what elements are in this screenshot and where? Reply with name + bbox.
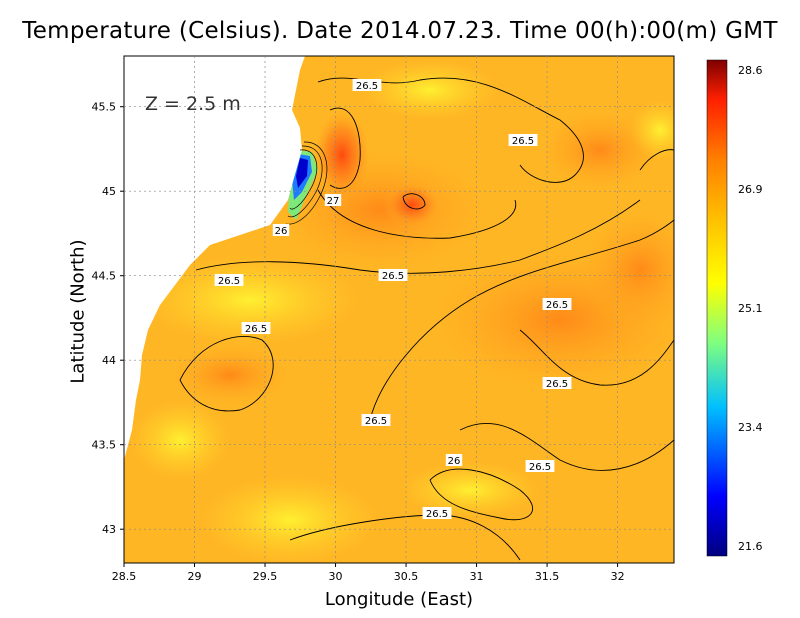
x-tick-label: 30 [329, 570, 343, 583]
contour-label-bg [361, 414, 391, 426]
land-mass [124, 56, 305, 460]
cool-patch [630, 100, 674, 160]
cool-patch [400, 462, 540, 518]
contour-label-bg [324, 194, 342, 206]
x-tick-label: 29.5 [253, 570, 278, 583]
contour-lines [179, 77, 674, 561]
contour-label: 26 [275, 226, 288, 237]
contour-label-bg [542, 377, 572, 389]
depth-annotation: Z = 2.5 m [145, 93, 241, 115]
x-tick-label: 32 [611, 570, 625, 583]
colorbar [706, 59, 728, 557]
contour-label-bg [214, 274, 244, 286]
colorbar-tick-label: 23.4 [738, 421, 763, 434]
contour-label-bg [508, 134, 538, 146]
contour-label: 26.5 [512, 136, 534, 147]
y-tick-label: 43 [102, 523, 116, 536]
y-tick-label: 44 [102, 354, 116, 367]
contour-label-bg [378, 269, 408, 281]
contour-label: 26.5 [546, 379, 568, 390]
y-tick-label: 45 [102, 185, 116, 198]
x-tick-label: 28.5 [112, 570, 137, 583]
contour-label-bg [241, 322, 271, 334]
contour-label-bg [542, 298, 572, 310]
contour-label: 27 [327, 196, 340, 207]
contour-label-bg [422, 507, 452, 519]
contour-label: 26.5 [218, 276, 240, 287]
colorbar-tick-label: 28.6 [738, 64, 763, 77]
plot-frame [123, 55, 675, 564]
chart-title: Temperature (Celsius). Date 2014.07.23. … [22, 18, 778, 44]
y-tick-label: 45.5 [92, 101, 117, 114]
contour-label: 26.5 [426, 509, 448, 520]
colorbar-tick-label: 26.9 [738, 183, 763, 196]
contour-label: 26.5 [529, 462, 551, 473]
x-tick-label: 31 [470, 570, 484, 583]
cool-patch [140, 255, 360, 345]
y-tick-label: 43.5 [92, 439, 117, 452]
hot-patch [384, 183, 440, 227]
x-tick-label: 30.5 [394, 570, 419, 583]
contour-label: 26.5 [365, 416, 387, 427]
x-tick-label: 31.5 [535, 570, 560, 583]
y-tick-label: 44.5 [92, 270, 117, 283]
contour-label-group: 26.5 26.5 27 26 26.5 26.5 26.5 26.5 26.5 26.5 26 26… [214, 79, 572, 520]
x-tick-label: 29 [188, 570, 202, 583]
cool-patch [200, 475, 380, 563]
contour-label-bg [272, 224, 290, 236]
y-axis-label: Latitude (North) [67, 239, 89, 384]
x-axis-label: Longitude (East) [324, 589, 474, 610]
cold-upwelling [296, 158, 308, 188]
contour-label: 26.5 [245, 324, 267, 335]
x-axis: 28.5 29 29.5 30 30.5 31 31.5 32 [112, 563, 625, 583]
cool-patch [130, 400, 230, 480]
contour-label-bg [445, 454, 463, 466]
warm-patch [580, 210, 674, 330]
y-axis: 45.5 45 44.5 44 43.5 43 [92, 101, 124, 536]
contour-label-bg [525, 460, 555, 472]
cool-patch [360, 60, 500, 120]
colorbar-tick-label: 25.1 [738, 302, 763, 315]
contour-label-bg [352, 79, 382, 91]
contour-label: 26.5 [382, 271, 404, 282]
contour-label: 26 [448, 456, 461, 467]
hot-patch [314, 110, 370, 200]
contour-label: 26.5 [546, 300, 568, 311]
colorbar-tick-label: 21.6 [738, 540, 763, 553]
colorbar-ticks: 28.6 26.9 25.1 23.4 21.6 [738, 64, 763, 553]
contour-label: 26.5 [356, 81, 378, 92]
